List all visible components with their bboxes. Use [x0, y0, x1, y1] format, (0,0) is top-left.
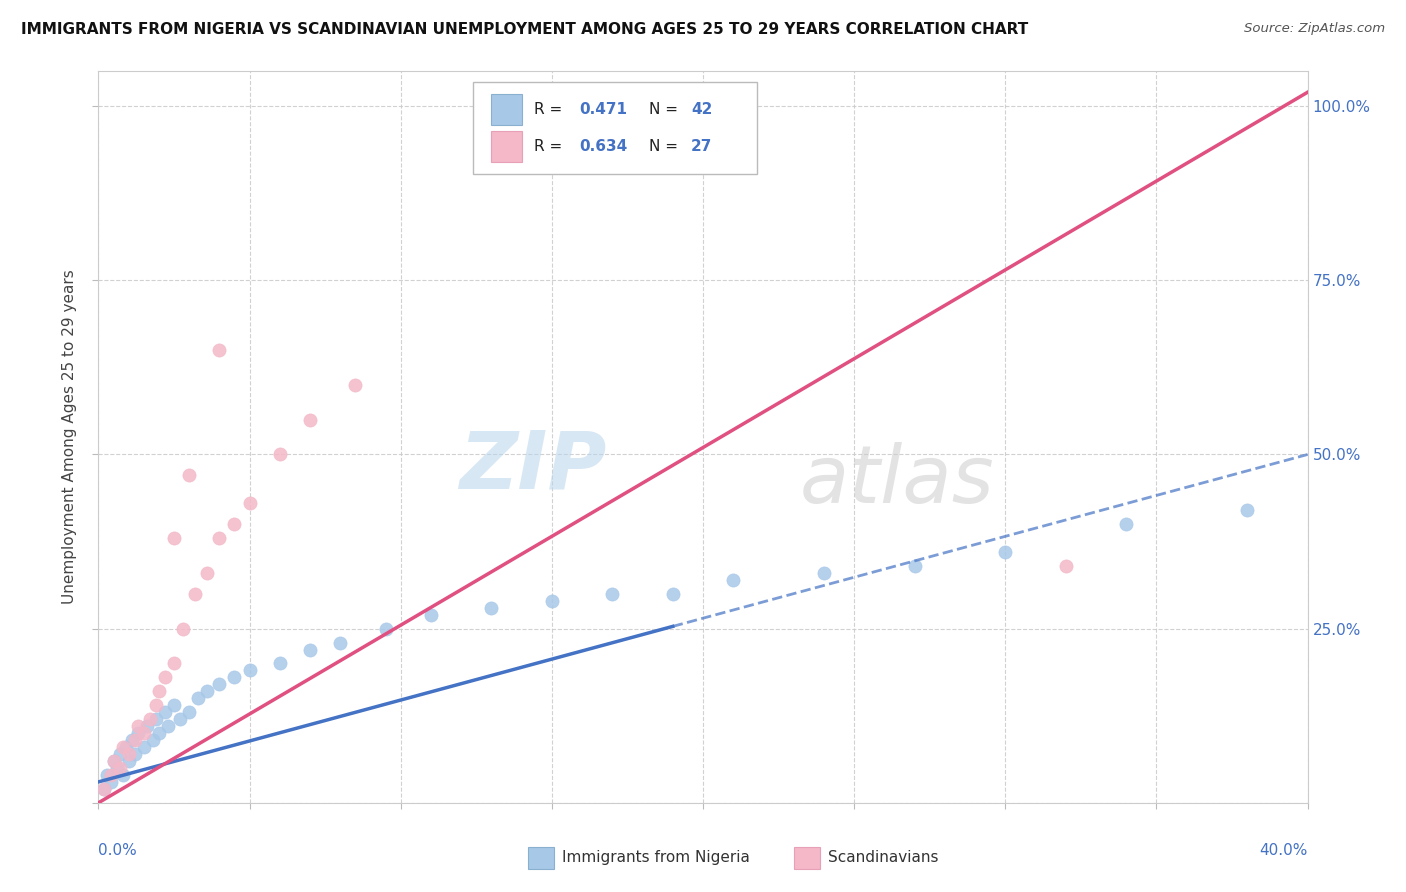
Point: [994, 545, 1017, 559]
Point: [142, 733, 165, 747]
Point: [179, 705, 201, 719]
Point: [374, 622, 396, 636]
Point: [344, 377, 367, 392]
Point: [124, 733, 146, 747]
Bar: [492, 95, 522, 125]
Point: [156, 719, 179, 733]
Point: [127, 719, 149, 733]
Bar: [793, 847, 820, 869]
Text: IMMIGRANTS FROM NIGERIA VS SCANDINAVIAN UNEMPLOYMENT AMONG AGES 25 TO 29 YEARS C: IMMIGRANTS FROM NIGERIA VS SCANDINAVIAN …: [21, 22, 1028, 37]
Point: [114, 740, 136, 755]
Point: [127, 726, 149, 740]
Point: [93, 781, 115, 796]
Point: [100, 775, 122, 789]
Point: [904, 558, 927, 573]
Point: [139, 712, 162, 726]
Point: [103, 754, 125, 768]
Point: [108, 761, 131, 775]
Point: [239, 664, 262, 678]
Point: [269, 657, 291, 671]
Point: [96, 768, 118, 782]
Point: [299, 642, 322, 657]
Point: [105, 761, 128, 775]
Point: [187, 691, 209, 706]
Point: [195, 566, 218, 580]
Point: [1236, 503, 1258, 517]
Point: [163, 657, 186, 671]
Point: [169, 712, 191, 726]
Point: [224, 517, 246, 532]
Text: R =: R =: [534, 102, 567, 117]
Text: 0.471: 0.471: [579, 102, 627, 117]
Point: [145, 698, 167, 713]
Point: [208, 677, 231, 691]
Point: [179, 468, 201, 483]
Point: [132, 740, 155, 755]
Point: [111, 740, 134, 755]
Point: [121, 733, 143, 747]
Text: N =: N =: [648, 102, 682, 117]
FancyBboxPatch shape: [474, 82, 758, 174]
Point: [111, 768, 134, 782]
Text: R =: R =: [534, 139, 567, 154]
Point: [208, 343, 231, 357]
Point: [148, 684, 170, 698]
Text: Immigrants from Nigeria: Immigrants from Nigeria: [561, 850, 749, 865]
Text: Scandinavians: Scandinavians: [828, 850, 938, 865]
Point: [602, 587, 624, 601]
Point: [103, 754, 125, 768]
Point: [299, 412, 322, 426]
Point: [269, 448, 291, 462]
Point: [172, 622, 194, 636]
Text: 42: 42: [690, 102, 713, 117]
Bar: [527, 847, 554, 869]
Bar: [492, 131, 522, 162]
Point: [813, 566, 835, 580]
Point: [208, 531, 231, 545]
Point: [135, 719, 157, 733]
Point: [118, 754, 141, 768]
Y-axis label: Unemployment Among Ages 25 to 29 years: Unemployment Among Ages 25 to 29 years: [62, 269, 77, 605]
Point: [224, 670, 246, 684]
Text: ZIP: ZIP: [458, 427, 606, 506]
Point: [1115, 517, 1137, 532]
Point: [540, 594, 562, 608]
Point: [184, 587, 207, 601]
Text: 0.634: 0.634: [579, 139, 628, 154]
Point: [132, 726, 155, 740]
Point: [329, 635, 352, 649]
Text: 27: 27: [690, 139, 713, 154]
Point: [145, 712, 167, 726]
Point: [239, 496, 262, 510]
Point: [124, 747, 146, 761]
Text: 40.0%: 40.0%: [1260, 843, 1308, 858]
Text: Source: ZipAtlas.com: Source: ZipAtlas.com: [1244, 22, 1385, 36]
Point: [153, 670, 176, 684]
Text: atlas: atlas: [800, 442, 994, 520]
Point: [148, 726, 170, 740]
Text: 0.0%: 0.0%: [98, 843, 138, 858]
Point: [723, 573, 745, 587]
Point: [163, 531, 186, 545]
Point: [1054, 558, 1077, 573]
Point: [118, 747, 141, 761]
Point: [661, 587, 683, 601]
Point: [100, 768, 122, 782]
Text: N =: N =: [648, 139, 682, 154]
Point: [420, 607, 443, 622]
Point: [481, 600, 503, 615]
Point: [195, 684, 218, 698]
Point: [153, 705, 176, 719]
Point: [163, 698, 186, 713]
Point: [108, 747, 131, 761]
Point: [93, 781, 115, 796]
